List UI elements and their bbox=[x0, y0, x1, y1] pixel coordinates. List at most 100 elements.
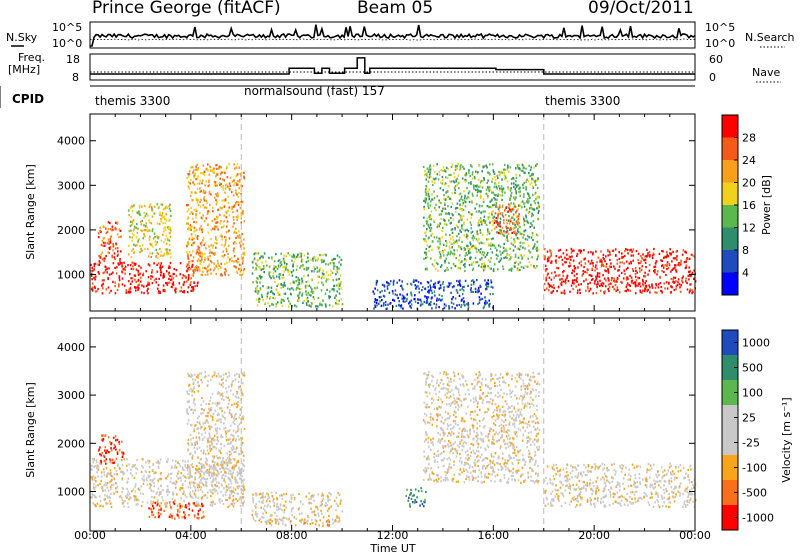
power-cell bbox=[656, 291, 658, 294]
power-cell bbox=[513, 231, 515, 234]
power-cell bbox=[675, 285, 678, 288]
power-cell bbox=[110, 229, 113, 232]
power-cell bbox=[483, 165, 486, 168]
velocity-cell bbox=[180, 497, 182, 500]
power-cell bbox=[547, 282, 550, 285]
velocity-cell bbox=[214, 467, 217, 470]
power-cell bbox=[495, 194, 497, 197]
power-cell bbox=[101, 258, 104, 261]
power-cell bbox=[526, 265, 529, 268]
velocity-cell bbox=[205, 457, 208, 460]
power-cell bbox=[221, 171, 224, 174]
power-cell bbox=[573, 270, 575, 273]
velocity-cell bbox=[220, 462, 223, 465]
power-cell bbox=[547, 256, 550, 259]
power-cell bbox=[481, 186, 484, 189]
power-cell bbox=[504, 191, 506, 194]
power-cell bbox=[443, 194, 445, 197]
velocity-cell bbox=[103, 474, 106, 477]
power-cell bbox=[532, 173, 534, 176]
power-cell bbox=[121, 283, 124, 286]
velocity-cell bbox=[214, 402, 217, 405]
power-cell bbox=[222, 226, 224, 229]
power-cell bbox=[261, 255, 264, 258]
velocity-cell bbox=[190, 496, 192, 499]
power-cell bbox=[461, 204, 464, 207]
power-cell bbox=[483, 242, 485, 245]
velocity-cell bbox=[232, 393, 235, 396]
power-cell bbox=[168, 204, 171, 207]
power-cell bbox=[417, 280, 420, 284]
power-cell bbox=[450, 267, 453, 270]
power-cell bbox=[523, 241, 525, 245]
power-cell bbox=[558, 256, 560, 259]
velocity-cell bbox=[162, 499, 164, 502]
power-cell bbox=[311, 288, 313, 291]
velocity-cell bbox=[228, 429, 231, 432]
power-cell bbox=[509, 218, 512, 221]
velocity-cell bbox=[226, 376, 229, 379]
power-cell bbox=[501, 226, 504, 230]
power-cell bbox=[208, 190, 211, 193]
power-cell bbox=[475, 232, 478, 235]
power-cell bbox=[680, 259, 682, 262]
y-tick-label: 4000 bbox=[57, 135, 85, 148]
velocity-cell bbox=[222, 373, 225, 376]
power-cell bbox=[271, 303, 273, 306]
power-cell bbox=[675, 250, 678, 253]
power-cell bbox=[284, 292, 287, 295]
power-cell bbox=[433, 265, 435, 268]
power-cell bbox=[515, 185, 518, 188]
power-cell bbox=[516, 165, 519, 168]
power-cell bbox=[243, 252, 245, 255]
velocity-cell bbox=[223, 445, 226, 448]
velocity-cell bbox=[122, 471, 124, 474]
power-cell bbox=[232, 225, 234, 228]
power-cell bbox=[168, 239, 171, 242]
power-cell bbox=[517, 263, 520, 266]
power-cell bbox=[487, 285, 490, 288]
power-cell bbox=[190, 211, 193, 214]
power-cell bbox=[275, 253, 277, 256]
velocity-cell bbox=[160, 471, 162, 475]
power-cell bbox=[502, 187, 505, 190]
power-cell bbox=[520, 265, 523, 268]
power-cell bbox=[408, 302, 410, 305]
power-cell bbox=[491, 213, 493, 216]
velocity-cell bbox=[197, 496, 199, 499]
power-cell bbox=[149, 242, 152, 245]
power-cell bbox=[277, 291, 279, 294]
power-cell bbox=[680, 263, 682, 266]
power-cell bbox=[610, 262, 612, 265]
velocity-cell bbox=[198, 415, 200, 418]
power-cell bbox=[114, 285, 116, 288]
velocity-cell bbox=[220, 443, 223, 446]
power-cell bbox=[471, 165, 473, 168]
power-cell bbox=[443, 303, 446, 306]
velocity-cell bbox=[158, 462, 160, 465]
power-cell bbox=[220, 166, 222, 169]
power-cell bbox=[463, 167, 465, 170]
velocity-cell bbox=[211, 418, 214, 422]
power-cell bbox=[523, 233, 525, 236]
power-cell bbox=[460, 248, 463, 251]
power-cell bbox=[536, 249, 538, 252]
velocity-cell bbox=[151, 495, 153, 498]
power-cell bbox=[219, 222, 222, 225]
power-cell bbox=[618, 251, 620, 254]
velocity-cell bbox=[228, 374, 231, 377]
power-cell bbox=[583, 280, 585, 283]
power-cell bbox=[504, 168, 506, 171]
power-cell bbox=[151, 215, 154, 218]
power-cell bbox=[106, 230, 109, 233]
power-cell bbox=[607, 270, 610, 273]
power-cell bbox=[94, 286, 96, 289]
power-cell bbox=[460, 219, 463, 222]
power-cell bbox=[200, 216, 203, 219]
power-cell bbox=[470, 287, 472, 290]
power-cell bbox=[487, 258, 490, 262]
power-cell bbox=[162, 276, 164, 279]
power-cell bbox=[187, 274, 190, 277]
power-cell bbox=[307, 291, 310, 294]
power-cell bbox=[510, 182, 513, 185]
